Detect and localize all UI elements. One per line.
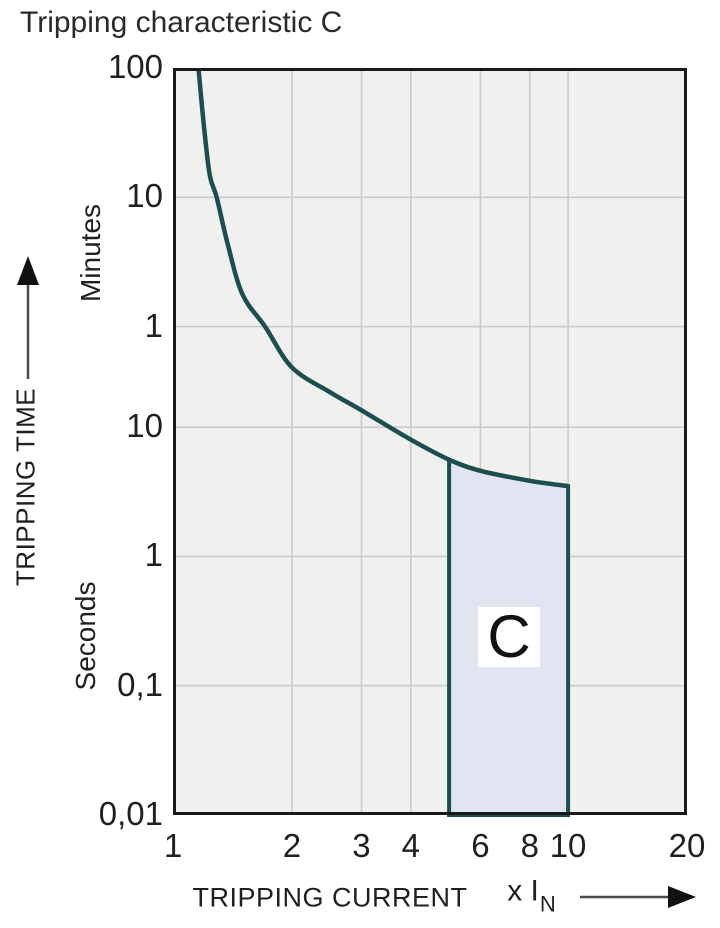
x-tick-label: 2 [282,827,302,864]
x-tick-label: 1 [163,827,183,864]
y-axis-unit-seconds: Seconds [70,581,101,691]
y-tick-label: 10 [126,407,163,445]
x-tick-label: 3 [352,827,371,864]
y-tick-label: 1 [144,306,163,344]
x-multiplier-prefix: x I [507,874,539,908]
x-tick-label: 4 [401,827,421,864]
x-tick-label: 6 [471,827,490,864]
plot-area [173,68,687,817]
y-axis-unit-minutes: Minutes [75,203,106,303]
x-tick-label: 20 [668,827,706,864]
y-tick-label: 0,1 [117,665,163,703]
y-tick-label: 100 [107,48,163,86]
up-arrow-icon [17,256,39,379]
x-multiplier-subscript: N [539,891,556,917]
plot-background [173,68,687,815]
tripping-curve [196,68,569,489]
y-tick-label: 0,01 [98,795,163,833]
x-axis-title: TRIPPING CURRENT [192,882,468,913]
y-tick-label: 10 [126,177,163,215]
x-tick-label: 8 [520,827,539,864]
plot-frame [173,68,687,815]
x-axis-multiplier: x IN [507,874,556,917]
trip-region-label: C [478,607,540,667]
x-tick-label: 10 [549,827,587,864]
y-tick-label: 1 [144,536,163,574]
right-arrow-icon [580,886,696,908]
y-axis-title: TRIPPING TIME [10,387,41,587]
trip-region-letter: C [487,603,531,670]
chart-title: Tripping characteristic C [20,6,343,39]
